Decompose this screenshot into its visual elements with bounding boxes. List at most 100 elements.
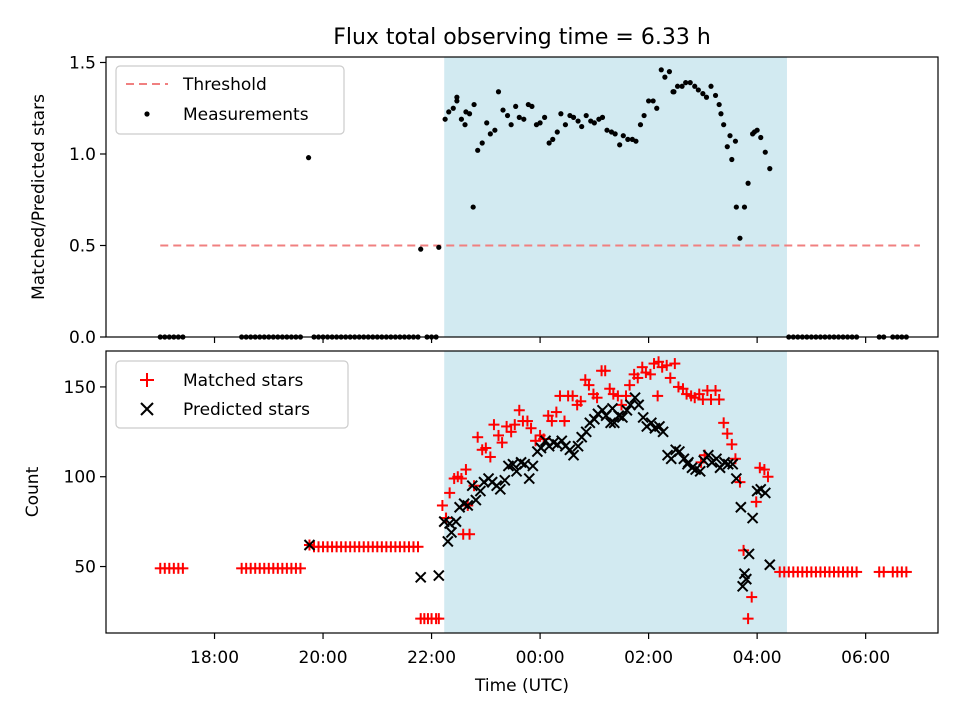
matched-star-point	[710, 385, 722, 397]
measurement-point	[562, 122, 569, 128]
predicted-star-point	[499, 474, 511, 487]
matched-star-point	[851, 566, 863, 578]
bottom-panel: 50 100 150 18:00 20:00 22:00 00:00 02:00 04:00 0…	[23, 350, 939, 696]
measurement-point	[654, 105, 660, 111]
matched-star-point	[567, 390, 579, 402]
measurement-point	[570, 114, 577, 120]
matched-star-point	[718, 417, 730, 429]
top-measurement-points	[157, 67, 909, 340]
matched-star-point	[444, 487, 456, 499]
predicted-star-point	[567, 449, 580, 461]
predicted-star-point	[462, 499, 474, 512]
measurement-point	[729, 156, 735, 163]
y-tick-label: 1.0	[69, 145, 96, 165]
measurement-point	[708, 83, 714, 89]
predicted-star-point	[629, 391, 641, 404]
predicted-star-point	[572, 440, 584, 452]
y-tick-label: 100	[64, 468, 96, 488]
predicted-star-point	[673, 445, 686, 458]
matched-star-point	[484, 451, 496, 463]
predicted-star-point	[645, 417, 658, 429]
measurement-point	[745, 180, 751, 186]
predicted-star-point	[564, 444, 576, 456]
measurement-point	[604, 127, 610, 133]
predicted-star-point	[616, 411, 629, 424]
measurement-point	[504, 112, 511, 119]
predicted-star-point	[588, 413, 601, 425]
predicted-star-point	[556, 435, 568, 447]
matched-star-point	[460, 464, 472, 476]
measurement-point	[612, 131, 618, 137]
measurement-point	[495, 89, 502, 95]
measurement-point	[758, 134, 764, 141]
matched-star-point	[652, 390, 664, 402]
matched-star-point	[492, 429, 504, 441]
matched-star-point	[583, 379, 595, 391]
measurement-point	[687, 80, 693, 86]
predicted-star-point	[710, 453, 723, 465]
measurement-point	[724, 144, 730, 150]
matched-star-point	[742, 613, 754, 625]
predicted-star-point	[657, 426, 669, 438]
matched-star-point	[644, 368, 656, 380]
measurement-point	[646, 98, 652, 104]
measurement-point	[442, 116, 448, 122]
matched-legend-label: Matched stars	[183, 371, 303, 391]
measurement-point	[737, 235, 743, 241]
measurement-point	[716, 101, 722, 108]
measurement-point	[650, 98, 656, 104]
measurement-point	[637, 122, 644, 128]
matched-star-point	[455, 473, 467, 485]
matched-star-point	[177, 562, 189, 574]
bottom-x-axis: 18:00 20:00 22:00 00:00 02:00 04:00 06:00	[190, 633, 890, 668]
matched-star-point	[900, 566, 912, 578]
measurement-point	[583, 112, 589, 119]
measurement-point	[683, 80, 689, 86]
measurement-point	[703, 94, 710, 100]
matched-star-point	[559, 415, 571, 427]
bottom-y-axis-label: Count	[23, 466, 43, 517]
measurement-point	[470, 204, 476, 210]
y-tick-label: 50	[74, 558, 96, 578]
measurement-point	[450, 105, 456, 111]
predicted-star-point	[445, 526, 458, 539]
measurement-point	[492, 127, 498, 133]
predicted-star-point	[474, 485, 487, 497]
measurement-point	[767, 166, 773, 172]
measurement-point	[454, 98, 460, 104]
measurement-point	[537, 120, 543, 126]
measurement-point	[674, 83, 681, 89]
matched-star-point	[599, 365, 611, 377]
measurement-point	[625, 136, 631, 142]
matched-star-point	[457, 528, 469, 540]
predicted-star-point	[736, 580, 749, 593]
measurement-point	[762, 149, 768, 155]
predicted-star-point	[694, 465, 706, 478]
predicted-star-point	[764, 559, 776, 571]
bottom-observing-window	[444, 351, 787, 633]
matched-star-point	[746, 591, 758, 603]
matched-star-point	[496, 437, 508, 449]
matched-star-point	[480, 442, 492, 454]
bottom-series-points	[154, 356, 912, 625]
matched-star-point	[664, 372, 676, 384]
measurement-point	[692, 83, 698, 89]
measurement-point	[721, 122, 727, 128]
matched-star-point	[721, 428, 733, 440]
predicted-star-point	[494, 483, 507, 496]
matched-star-point	[436, 499, 448, 511]
measurement-point	[617, 142, 623, 148]
matched-star-point	[505, 426, 517, 438]
predicted-star-point	[466, 480, 478, 492]
matched-star-point	[758, 464, 770, 476]
matched-star-point	[488, 419, 500, 431]
predicted-star-point	[653, 420, 666, 433]
measurement-point	[732, 138, 739, 144]
matched-star-point	[509, 419, 521, 431]
matched-star-point	[521, 415, 533, 427]
predicted-star-point	[727, 458, 739, 470]
matched-star-point	[738, 544, 750, 556]
predicted-star-point	[682, 456, 695, 469]
matched-star-point	[624, 379, 636, 391]
